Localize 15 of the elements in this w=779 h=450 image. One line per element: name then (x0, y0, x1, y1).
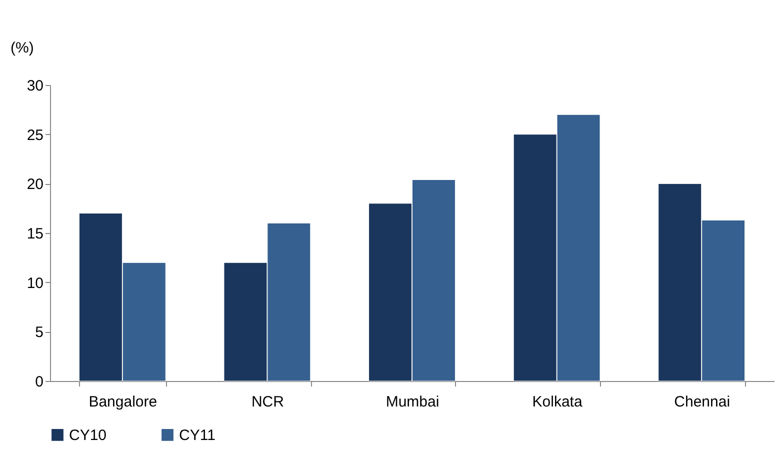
y-tick-label: 30 (26, 78, 44, 94)
legend-label: CY10 (69, 426, 107, 444)
y-tick-label: 5 (35, 324, 44, 342)
x-tick-label: NCR (251, 394, 284, 410)
y-tick-label: 20 (26, 176, 44, 194)
y-tick-label: 25 (26, 126, 44, 144)
x-tick-label: Mumbai (386, 394, 440, 410)
x-tick-label: Chennai (674, 394, 730, 410)
y-axis-title: (%) (10, 40, 34, 56)
x-tick-label: Bangalore (88, 394, 158, 410)
y-tick-label: 0 (35, 374, 44, 390)
y-tick-label: 15 (26, 226, 44, 242)
x-tick-label: Kolkata (532, 394, 583, 410)
y-tick-label: 10 (26, 274, 44, 292)
legend-label: CY11 (179, 426, 216, 444)
